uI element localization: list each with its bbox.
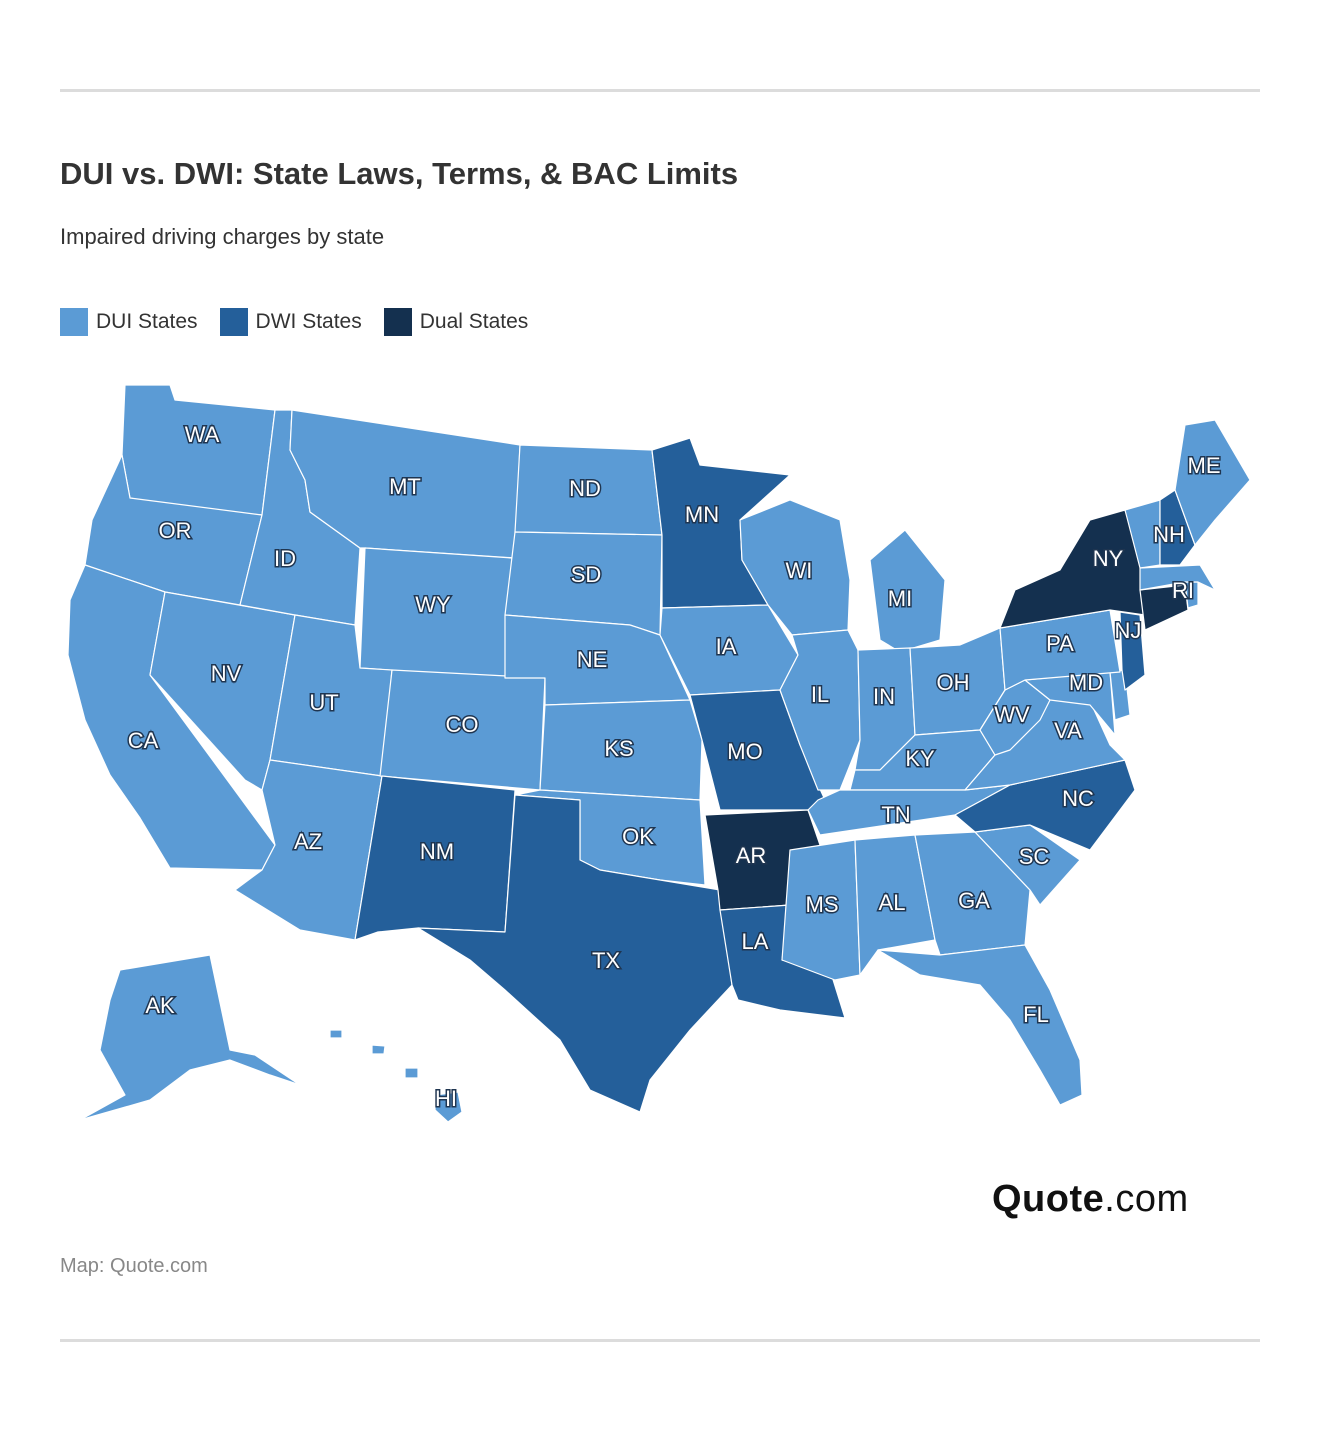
state-label-wa: WA xyxy=(185,422,220,447)
state-label-id: ID xyxy=(274,546,296,571)
state-label-nj: NJ xyxy=(1115,618,1142,643)
state-label-pa: PA xyxy=(1046,631,1074,656)
legend-label-dwi: DWI States xyxy=(255,310,362,333)
state-label-ms: MS xyxy=(806,892,839,917)
legend-item-dwi[interactable]: DWI States xyxy=(219,308,362,336)
state-fl[interactable] xyxy=(877,944,1083,1106)
state-label-md: MD xyxy=(1069,670,1103,695)
legend: DUI States DWI States Dual States xyxy=(60,308,550,336)
legend-label-dual: Dual States xyxy=(419,310,529,333)
state-label-mn: MN xyxy=(685,502,719,527)
top-divider xyxy=(60,89,1260,92)
legend-label-dui: DUI States xyxy=(96,310,198,333)
state-label-fl: FL xyxy=(1023,1002,1049,1027)
state-label-ca: CA xyxy=(128,728,159,753)
legend-swatch-dual xyxy=(383,308,412,336)
state-il[interactable] xyxy=(779,629,861,791)
state-hi[interactable] xyxy=(329,1029,463,1123)
state-label-ks: KS xyxy=(604,736,633,761)
state-ct[interactable] xyxy=(1139,584,1189,631)
legend-swatch-dwi xyxy=(219,308,248,336)
legend-item-dui[interactable]: DUI States xyxy=(60,308,198,336)
state-label-in: IN xyxy=(873,684,895,709)
state-label-wi: WI xyxy=(786,558,813,583)
state-label-me: ME xyxy=(1188,453,1221,478)
state-label-mi: MI xyxy=(888,586,912,611)
state-label-nh: NH xyxy=(1153,522,1185,547)
state-label-nd: ND xyxy=(569,476,601,501)
state-label-ak: AK xyxy=(145,993,175,1018)
state-label-tn: TN xyxy=(881,802,910,827)
state-ks[interactable] xyxy=(539,699,703,801)
state-label-va: VA xyxy=(1054,718,1082,743)
state-me[interactable] xyxy=(1174,419,1251,546)
state-label-ar: AR xyxy=(736,843,767,868)
state-ak[interactable] xyxy=(79,954,301,1121)
state-wa[interactable] xyxy=(121,384,276,516)
state-label-hi: HI xyxy=(435,1086,457,1111)
bottom-divider xyxy=(60,1339,1260,1342)
legend-item-dual[interactable]: Dual States xyxy=(383,308,529,336)
state-tx[interactable] xyxy=(417,794,733,1113)
state-label-ut: UT xyxy=(309,690,338,715)
us-map: WA OR CA NV ID MT WY UT AZ CO NM ND SD NE KS OK TX MN IA MO… xyxy=(67,384,1251,1123)
legend-swatch-dui xyxy=(60,308,88,336)
state-label-mo: MO xyxy=(727,739,762,764)
state-nh[interactable] xyxy=(1159,489,1196,566)
state-label-or: OR xyxy=(159,518,192,543)
brand-logo: Quote.com xyxy=(992,1178,1189,1220)
state-label-ok: OK xyxy=(622,824,654,849)
state-label-wv: WV xyxy=(994,702,1030,727)
state-mi[interactable] xyxy=(869,529,946,653)
source-note: Map: Quote.com xyxy=(60,1255,208,1277)
state-label-wy: WY xyxy=(415,592,451,617)
state-label-tx: TX xyxy=(592,948,620,973)
state-al[interactable] xyxy=(854,834,936,976)
state-label-ny: NY xyxy=(1093,546,1124,571)
state-label-il: IL xyxy=(811,682,829,707)
state-label-co: CO xyxy=(446,712,479,737)
state-label-la: LA xyxy=(742,929,769,954)
state-ma[interactable] xyxy=(1139,564,1216,591)
state-label-oh: OH xyxy=(937,670,970,695)
state-label-az: AZ xyxy=(294,829,322,854)
state-label-sd: SD xyxy=(571,562,602,587)
state-label-nv: NV xyxy=(211,661,242,686)
state-label-nm: NM xyxy=(420,839,454,864)
state-label-ri: RI xyxy=(1172,578,1194,603)
chart-subtitle: Impaired driving charges by state xyxy=(60,224,385,249)
state-nj[interactable] xyxy=(1119,611,1146,691)
state-ms[interactable] xyxy=(781,839,861,981)
state-label-ia: IA xyxy=(716,634,737,659)
state-label-sc: SC xyxy=(1019,844,1050,869)
chart-title: DUI vs. DWI: State Laws, Terms, & BAC Li… xyxy=(60,156,739,191)
state-label-ky: KY xyxy=(905,746,935,771)
state-label-ga: GA xyxy=(958,888,990,913)
state-label-ne: NE xyxy=(577,647,608,672)
state-label-mt: MT xyxy=(389,474,421,499)
state-label-nc: NC xyxy=(1062,786,1094,811)
state-label-al: AL xyxy=(879,890,906,915)
